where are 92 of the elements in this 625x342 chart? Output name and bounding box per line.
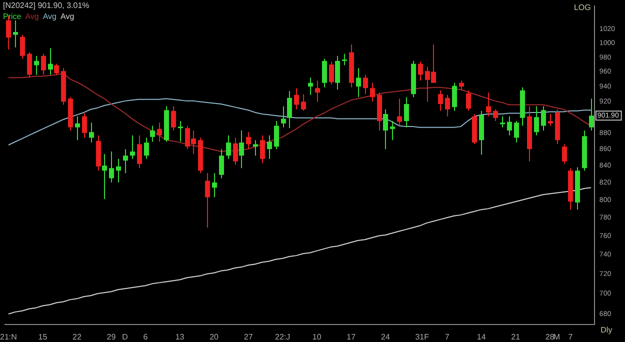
candlestick: [150, 125, 155, 142]
candlestick: [260, 134, 265, 164]
text: Avg: [42, 12, 57, 22]
candlestick: [157, 122, 162, 142]
x-tick-label: 10: [312, 332, 322, 342]
candlestick: [370, 82, 375, 102]
x-tick-label: 7: [568, 332, 574, 342]
candlestick: [308, 77, 313, 96]
candlestick: [562, 144, 567, 164]
x-tick-label: 13: [175, 332, 185, 342]
x-tick-label: 21:N: [0, 332, 18, 342]
candlestick: [89, 122, 94, 144]
x-tick-label: 7: [444, 332, 450, 342]
candlestick: [301, 94, 306, 112]
candlestick: [82, 112, 87, 138]
candlestick: [390, 120, 395, 141]
candlestick: [486, 92, 491, 117]
candlestick: [548, 114, 553, 126]
text: Avg: [60, 12, 74, 22]
candlestick: [589, 98, 594, 132]
x-tick-label: F: [424, 332, 430, 342]
candlestick: [287, 90, 292, 129]
x-tick-label: D: [122, 332, 128, 342]
text: Dly: [600, 326, 612, 335]
candlestick: [418, 61, 423, 82]
candlestick: [13, 20, 18, 48]
series-label: Price: [3, 12, 22, 22]
candlestick: [123, 148, 128, 174]
candlestick: [144, 137, 149, 160]
annotation: LOG: [574, 3, 591, 12]
candlestick: [493, 108, 498, 122]
candlestick: [253, 140, 258, 156]
candlestick: [438, 90, 443, 112]
candlestick: [335, 55, 340, 90]
x-tick-label: 27: [244, 332, 254, 342]
candlestick: [274, 120, 279, 150]
candlestick: [329, 61, 334, 85]
candlestick: [281, 106, 286, 128]
candlestick: [507, 116, 512, 136]
candlestick: [294, 88, 299, 110]
candlestick: [233, 137, 238, 166]
candlestick: [137, 134, 142, 169]
candlestick: [75, 116, 80, 141]
candlestick: [102, 153, 107, 200]
x-tick-label: 15: [38, 332, 48, 342]
candlestick: [239, 130, 244, 169]
candlestick: [48, 48, 53, 76]
candlestick: [500, 116, 505, 128]
x-tick-label: 24: [380, 332, 390, 342]
candlestick: [315, 80, 320, 102]
candlestick: [226, 134, 231, 160]
x-tick-label: 22: [72, 332, 82, 342]
x-tick-label: 22:J: [275, 332, 290, 342]
candlestick: [445, 94, 450, 117]
candlestick: [54, 63, 59, 76]
candlestick: [397, 98, 402, 126]
candlestick: [27, 52, 32, 78]
x-tick-label: 31: [415, 332, 425, 342]
candlestick: [171, 106, 176, 132]
x-tick-label: 21: [511, 332, 521, 342]
candlestick: [246, 132, 251, 150]
x-tick-label: 14: [476, 332, 486, 342]
x-tick-label: 17: [346, 332, 356, 342]
x-tick-label: 29: [106, 332, 116, 342]
x-tick-label: M: [553, 332, 560, 342]
candlestick: [34, 55, 39, 76]
candlestick: [322, 58, 327, 88]
candlestick: [383, 108, 388, 150]
candlestick: [541, 106, 546, 132]
candlestick: [205, 172, 210, 228]
candlestick: [466, 90, 471, 112]
candlestick: [452, 82, 457, 112]
candlestick: [514, 120, 519, 144]
x-tick-label: 6: [143, 332, 148, 342]
x-tick-label: 28: [545, 332, 555, 342]
candlestick: [534, 106, 539, 136]
candlestick: [342, 53, 347, 66]
candlestick: [404, 96, 409, 128]
candlestick: [356, 68, 361, 98]
x-tick-label: 20: [210, 332, 220, 342]
candlestick: [109, 151, 114, 184]
candlestick: [116, 158, 121, 184]
candlestick: [130, 134, 135, 160]
candlestick: [41, 53, 46, 76]
candlestick: [219, 148, 224, 179]
candlestick: [363, 74, 368, 95]
candlestick: [267, 134, 272, 160]
candlestick: [20, 34, 25, 60]
candlestick: [178, 120, 183, 142]
candlestick: [212, 172, 217, 198]
text: Avg: [25, 12, 39, 22]
chart-title: [N20242] 901.90, 3.01%: [3, 1, 90, 10]
